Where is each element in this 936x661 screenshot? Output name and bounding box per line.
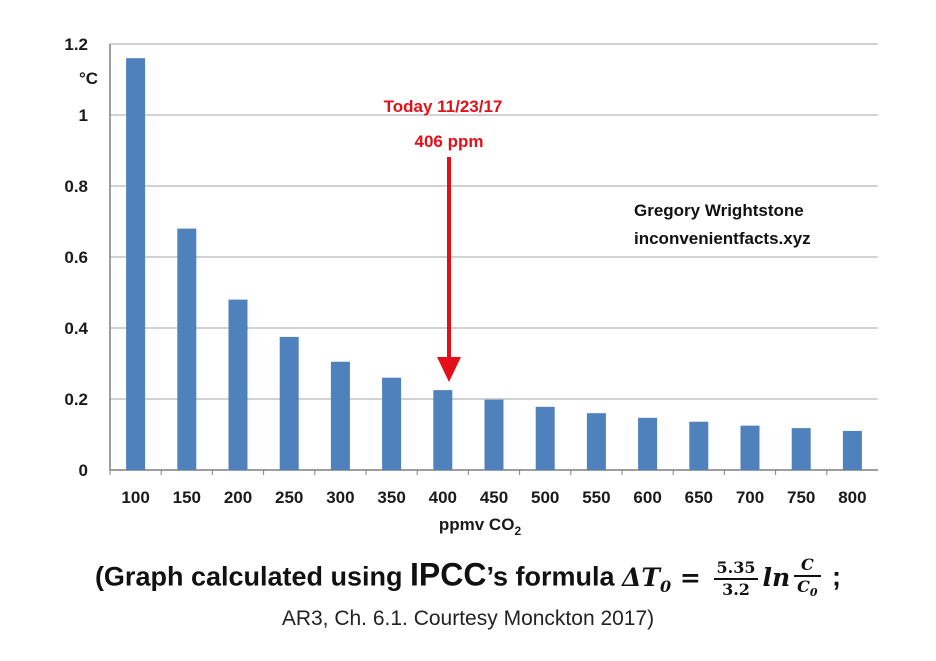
formula-ln: ln xyxy=(762,562,791,592)
bar-550 xyxy=(586,413,606,470)
formula: ΔT0 = 5.35 3.2 ln C C0 xyxy=(621,555,825,599)
x-tick-label: 600 xyxy=(633,488,661,507)
x-axis-label-main: ppmv CO xyxy=(439,515,515,534)
formula-fraction-coeff: 5.35 3.2 xyxy=(713,558,759,600)
caption-text-1: (Graph calculated using xyxy=(94,561,410,592)
frac-numerator: 5.35 xyxy=(713,558,759,581)
bar-800 xyxy=(842,430,862,470)
y-axis-label: °C xyxy=(79,69,98,88)
bar-300 xyxy=(330,361,350,470)
x-tick-label: 800 xyxy=(838,488,866,507)
bar-650 xyxy=(689,421,709,470)
x-tick-label: 500 xyxy=(531,488,559,507)
c-denominator: C xyxy=(797,577,810,596)
bar-400 xyxy=(433,390,453,470)
x-tick-label: 550 xyxy=(582,488,610,507)
y-tick-label: 0.2 xyxy=(64,390,88,409)
bar-750 xyxy=(791,428,811,470)
bar-100 xyxy=(126,58,146,470)
x-tick-labels: 100 150 200 250 300 350 400 450 500 550 600 650 700 7… xyxy=(121,488,866,507)
bars xyxy=(126,58,862,470)
x-axis-label-sub: 2 xyxy=(514,524,521,538)
formula-fraction-c: C C0 xyxy=(794,555,821,603)
x-tick-label: 200 xyxy=(224,488,252,507)
bar-700 xyxy=(740,425,760,470)
bar-350 xyxy=(382,377,402,470)
bar-250 xyxy=(279,336,299,470)
caption-ipcc: IPCC xyxy=(410,556,487,593)
frac-denominator: 3.2 xyxy=(722,580,750,600)
c-numerator: C xyxy=(794,555,821,577)
x-tick-label: 650 xyxy=(685,488,713,507)
x-tick-label: 100 xyxy=(121,488,149,507)
caption-semicolon: ; xyxy=(824,561,842,592)
formula-equals: = xyxy=(671,562,710,592)
bar-500 xyxy=(535,406,555,470)
x-tick-label: 250 xyxy=(275,488,303,507)
c-denominator-sub: 0 xyxy=(809,586,818,600)
caption-formula-line: (Graph calculated using IPCC’s formula Δ… xyxy=(0,555,936,603)
x-tick-label: 400 xyxy=(429,488,457,507)
x-tick-label: 350 xyxy=(377,488,405,507)
y-tick-label: 0.8 xyxy=(64,177,88,196)
bar-200 xyxy=(228,299,248,470)
annotation-ppm: 406 ppm xyxy=(415,132,484,151)
arrow-head xyxy=(437,357,461,382)
credit-site: inconvenientfacts.xyz xyxy=(634,229,811,248)
x-tick-label: 700 xyxy=(736,488,764,507)
x-tick-label: 750 xyxy=(787,488,815,507)
bar-600 xyxy=(638,417,658,470)
x-tick-label: 150 xyxy=(173,488,201,507)
formula-delta-t: ΔT xyxy=(621,562,660,592)
caption-text-2: ’s formula xyxy=(486,561,622,592)
bar-150 xyxy=(177,228,197,470)
c-denominator-wrap: C0 xyxy=(794,577,820,603)
caption-source-line: AR3, Ch. 6.1. Courtesy Monckton 2017) xyxy=(281,607,655,630)
y-tick-label: 1 xyxy=(79,106,88,125)
credit-author: Gregory Wrightstone xyxy=(634,201,804,220)
x-axis-label: ppmv CO2 xyxy=(439,515,522,538)
annotation-date: Today 11/23/17 xyxy=(384,97,503,116)
y-tick-label: 0.4 xyxy=(64,319,88,338)
bar-chart: 0 0.2 0.4 0.6 0.8 1 1.2 100 150 200 250 300 350 400 4… xyxy=(64,35,878,538)
x-tick-label: 450 xyxy=(480,488,508,507)
annotation-arrow xyxy=(437,157,461,382)
x-tick-label: 300 xyxy=(326,488,354,507)
y-tick-labels: 0 0.2 0.4 0.6 0.8 1 1.2 xyxy=(64,35,88,480)
bar-450 xyxy=(484,399,504,470)
y-tick-label: 1.2 xyxy=(64,35,88,54)
y-tick-label: 0.6 xyxy=(64,248,88,267)
y-tick-label: 0 xyxy=(79,461,88,480)
formula-delta-t-sub: 0 xyxy=(660,576,672,596)
